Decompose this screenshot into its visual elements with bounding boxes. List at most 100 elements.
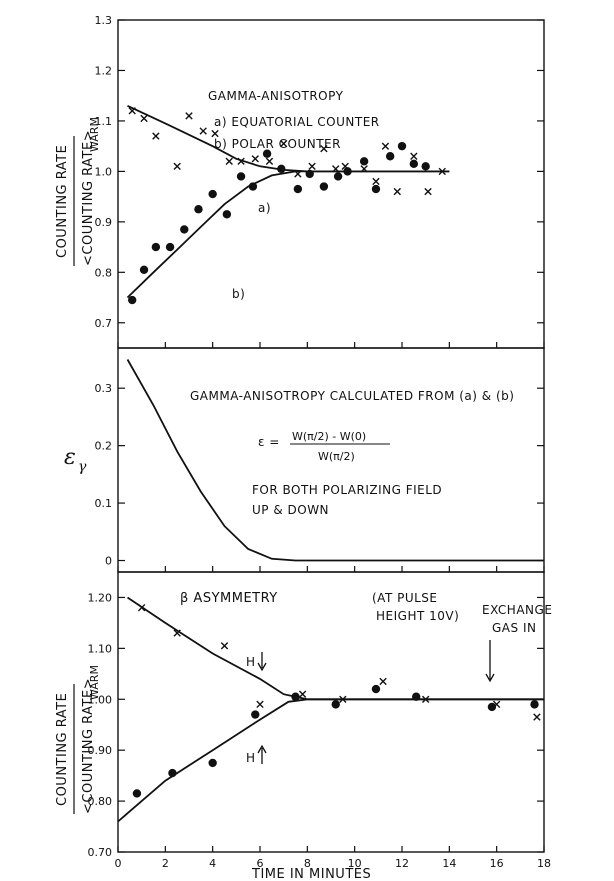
middle-y-tick-label: 0.3 — [95, 382, 113, 395]
top-cross-point — [265, 157, 274, 165]
curve-label-a: a) — [258, 201, 271, 215]
top-ylabel-numerator: COUNTING RATE — [55, 145, 70, 258]
middle-annotation-title: GAMMA-ANISOTROPY CALCULATED FROM (a) & (… — [190, 389, 514, 403]
middle-note-line1: FOR BOTH POLARIZING FIELD — [252, 483, 442, 497]
top-cross-point — [410, 152, 418, 160]
top-dot-point — [385, 152, 395, 161]
top-dot-point — [180, 225, 189, 234]
exchange-gas-line1: EXCHANGE — [482, 603, 552, 617]
top-y-tick-label: 1.3 — [95, 14, 113, 27]
curve-label-b: b) — [232, 287, 245, 301]
middle-ylabel-subscript: γ — [78, 459, 87, 475]
bottom-cross-point — [421, 695, 430, 703]
top-cross-point — [332, 165, 340, 173]
x-tick-label: 6 — [257, 857, 264, 870]
top-y-ticks: 1.3 1.2 1.1 1.0 0.9 0.8 0.7 — [95, 14, 545, 348]
top-dot-point — [194, 205, 203, 214]
middle-data-marks — [126, 359, 544, 562]
top-annotation-title: GAMMA-ANISOTROPY — [208, 89, 344, 103]
bottom-ylabel-numerator: COUNTING RATE — [55, 693, 70, 806]
top-dot-point — [305, 169, 314, 179]
x-tick-label: 8 — [304, 857, 311, 870]
bottom-fit-curve-2 — [117, 698, 544, 823]
x-tick-label: 18 — [537, 857, 551, 870]
top-y-tick-label: 0.7 — [95, 317, 113, 330]
top-cross-point — [152, 132, 160, 140]
bottom-dot-point — [331, 700, 340, 709]
field-up-arrowhead — [257, 744, 267, 754]
top-y-tick-label: 1.0 — [95, 165, 113, 178]
top-fit-curve-2 — [126, 170, 450, 299]
top-dot-point — [293, 184, 303, 194]
bottom-cross-point — [533, 713, 541, 721]
exchange-gas-line2: GAS IN — [492, 621, 536, 635]
top-cross-point — [360, 165, 368, 173]
middle-fit-curve-1 — [126, 359, 544, 562]
top-dot-point — [151, 242, 161, 252]
bottom-dot-point — [530, 700, 539, 709]
epsilon-equation-lhs: ε = — [258, 435, 280, 449]
bottom-dot-point — [208, 758, 217, 768]
bottom-annotation-title: β ASYMMETRY — [180, 591, 278, 606]
top-cross-point — [225, 157, 233, 165]
bottom-dot-point — [168, 768, 177, 778]
exchange-gas-arrowhead — [485, 673, 495, 683]
top-cross-point — [320, 144, 328, 153]
bottom-data-marks — [117, 596, 544, 823]
bottom-cross-point — [173, 629, 181, 637]
epsilon-equation-denominator: W(π/2) — [318, 450, 355, 463]
top-dot-point — [397, 141, 407, 151]
top-dot-point — [208, 189, 217, 199]
bottom-y-tick-label: 1.10 — [88, 642, 113, 655]
bottom-cross-point — [220, 642, 229, 650]
top-cross-point — [140, 114, 148, 123]
field-down-arrowhead — [257, 662, 267, 672]
bottom-dot-point — [251, 710, 260, 719]
bottom-y-tick-label: 0.80 — [88, 795, 113, 808]
bottom-dot-point — [487, 702, 497, 712]
x-axis-label: TIME IN MINUTES — [251, 867, 371, 881]
top-cross-point — [372, 177, 380, 186]
field-up-label: H — [246, 751, 256, 765]
bottom-dot-point — [371, 684, 381, 694]
top-dot-point — [421, 162, 430, 171]
top-ylabel-subscript: WARM — [88, 117, 101, 152]
top-cross-point — [279, 139, 288, 148]
top-cross-point — [185, 112, 193, 120]
top-cross-point — [237, 157, 245, 165]
pulse-height-note-line1: (AT PULSE — [372, 591, 438, 605]
middle-note-line2: UP & DOWN — [252, 503, 329, 517]
middle-panel: 0.3 0.2 0.1 0 GAMMA-ANISOTROPY CALCULATED F… — [64, 347, 545, 573]
top-dot-point — [165, 242, 175, 252]
x-tick-label: 4 — [209, 857, 216, 870]
bottom-dot-point — [412, 692, 421, 701]
top-dot-point — [139, 265, 149, 274]
middle-y-ticks: 0.3 0.2 0.1 0 — [95, 382, 545, 572]
top-cross-point — [128, 107, 136, 115]
bottom-y-tick-label: 0.70 — [88, 846, 113, 859]
top-dot-point — [409, 159, 419, 169]
bottom-ylabel-denominator: <COUNTING RATE> — [81, 678, 96, 814]
bottom-y-ticks: 1.20 1.10 1.00 0.90 0.80 0.70 — [88, 591, 545, 859]
bottom-ylabel-subscript: WARM — [88, 665, 101, 700]
top-cross-point — [424, 187, 432, 196]
top-cross-point — [199, 127, 207, 135]
top-y-tick-label: 1.2 — [95, 64, 113, 77]
top-dot-point — [371, 184, 381, 194]
top-panel-frame — [117, 19, 545, 349]
top-dot-point — [343, 167, 352, 176]
x-tick-label: 16 — [490, 857, 504, 870]
pulse-height-note-line2: HEIGHT 10V) — [376, 609, 459, 623]
top-ylabel-denominator: <COUNTING RATE> — [81, 130, 96, 266]
x-tick-label: 14 — [442, 857, 456, 870]
field-down-label: H — [246, 655, 256, 669]
middle-y-tick-label: 0.1 — [95, 497, 113, 510]
middle-y-tick-label: 0 — [105, 555, 112, 568]
top-cross-point — [211, 129, 219, 138]
top-y-tick-label: 0.8 — [95, 266, 113, 279]
bottom-dot-point — [132, 789, 142, 798]
bottom-cross-point — [379, 677, 387, 686]
top-dot-point — [248, 182, 258, 191]
x-tick-label: 0 — [115, 857, 122, 870]
